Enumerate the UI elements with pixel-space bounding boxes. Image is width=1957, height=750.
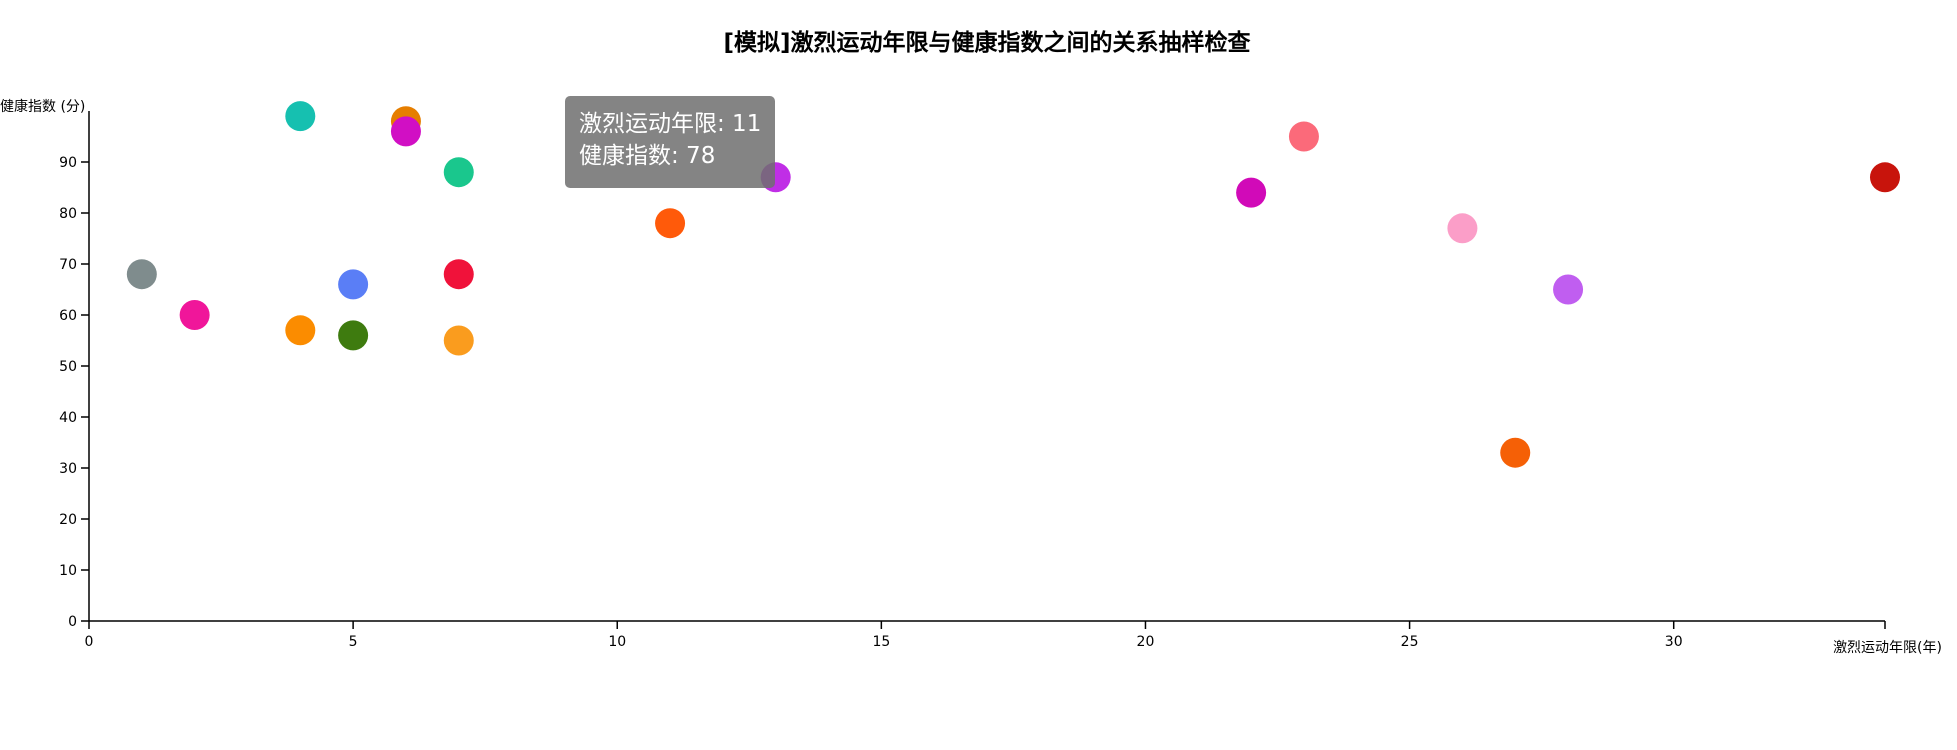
data-point[interactable] xyxy=(1447,213,1478,244)
data-point[interactable] xyxy=(1288,121,1319,152)
data-point[interactable] xyxy=(179,300,210,330)
data-point[interactable] xyxy=(390,116,421,147)
y-tick-label: 50 xyxy=(59,359,77,375)
data-point[interactable] xyxy=(338,320,369,351)
x-tick-label: 0 xyxy=(85,634,94,650)
data-point[interactable] xyxy=(655,208,686,239)
data-point[interactable] xyxy=(285,315,316,346)
tooltip-y-value: 健康指数: 78 xyxy=(579,143,716,169)
tooltip: 激烈运动年限: 11 健康指数: 78 xyxy=(565,96,775,188)
x-tick-label: 5 xyxy=(349,634,358,650)
data-point[interactable] xyxy=(443,325,474,356)
x-tick-label: 15 xyxy=(872,634,890,650)
data-point[interactable] xyxy=(443,259,474,290)
data-point[interactable] xyxy=(1236,177,1267,208)
axes: 0 5 10 15 20 25 30 0 10 20 30 40 50 60 70 80 90 xyxy=(59,111,1886,650)
x-tick-label: 20 xyxy=(1137,634,1155,650)
data-point[interactable] xyxy=(285,101,316,132)
y-tick-label: 90 xyxy=(59,155,77,171)
data-point[interactable] xyxy=(126,259,157,290)
x-tick-label: 25 xyxy=(1401,634,1419,650)
data-points xyxy=(126,101,1900,468)
y-tick-label: 0 xyxy=(68,614,77,630)
data-point[interactable] xyxy=(443,157,474,188)
y-tick-label: 30 xyxy=(59,461,77,477)
x-tick-label: 30 xyxy=(1665,634,1683,650)
y-tick-label: 70 xyxy=(59,257,77,273)
y-tick-label: 80 xyxy=(59,206,77,222)
data-point[interactable] xyxy=(1553,274,1584,305)
data-point[interactable] xyxy=(338,269,369,300)
chart-title: [模拟]激烈运动年限与健康指数之间的关系抽样检查 xyxy=(723,29,1250,56)
data-point[interactable] xyxy=(1500,437,1531,468)
y-tick-label: 40 xyxy=(59,410,77,426)
x-tick-label: 10 xyxy=(608,634,626,650)
y-axis-title: 健康指数 (分) xyxy=(0,98,85,115)
y-tick-label: 10 xyxy=(59,563,77,579)
y-tick-label: 60 xyxy=(59,308,77,324)
data-point[interactable] xyxy=(1870,162,1900,193)
x-axis-title: 激烈运动年限(年) xyxy=(1833,639,1942,656)
tooltip-x-value: 激烈运动年限: 11 xyxy=(579,111,762,137)
y-tick-label: 20 xyxy=(59,512,77,528)
